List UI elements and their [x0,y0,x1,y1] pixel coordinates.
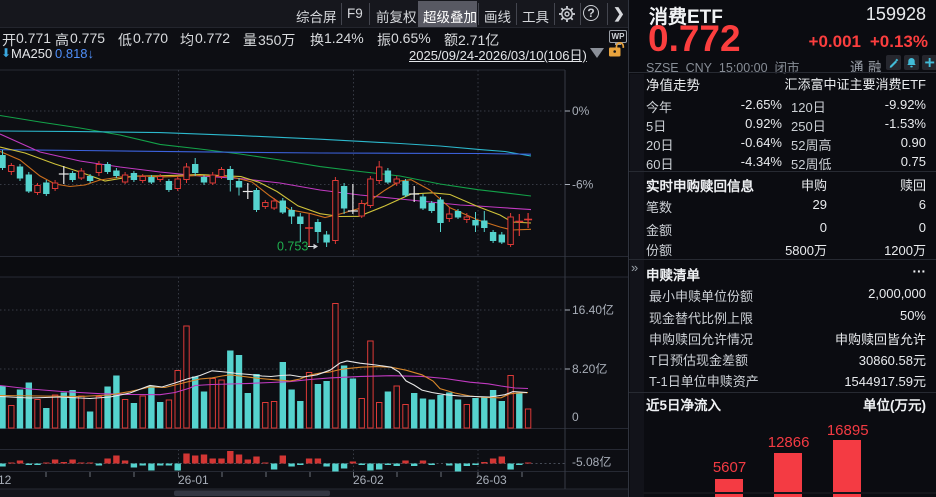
svg-text:26-01: 26-01 [178,473,209,487]
svg-text:-5.08亿: -5.08亿 [572,454,611,469]
svg-text:26-03: 26-03 [476,473,507,487]
svg-text:0.753: 0.753 [277,240,308,254]
svg-text:-6%: -6% [572,178,594,192]
svg-text:26-02: 26-02 [353,473,384,487]
svg-text:16.40亿: 16.40亿 [572,302,614,317]
svg-text:8.20亿: 8.20亿 [572,361,607,376]
svg-text:0: 0 [572,410,579,424]
svg-text:12: 12 [0,473,12,487]
svg-text:0%: 0% [572,104,590,118]
